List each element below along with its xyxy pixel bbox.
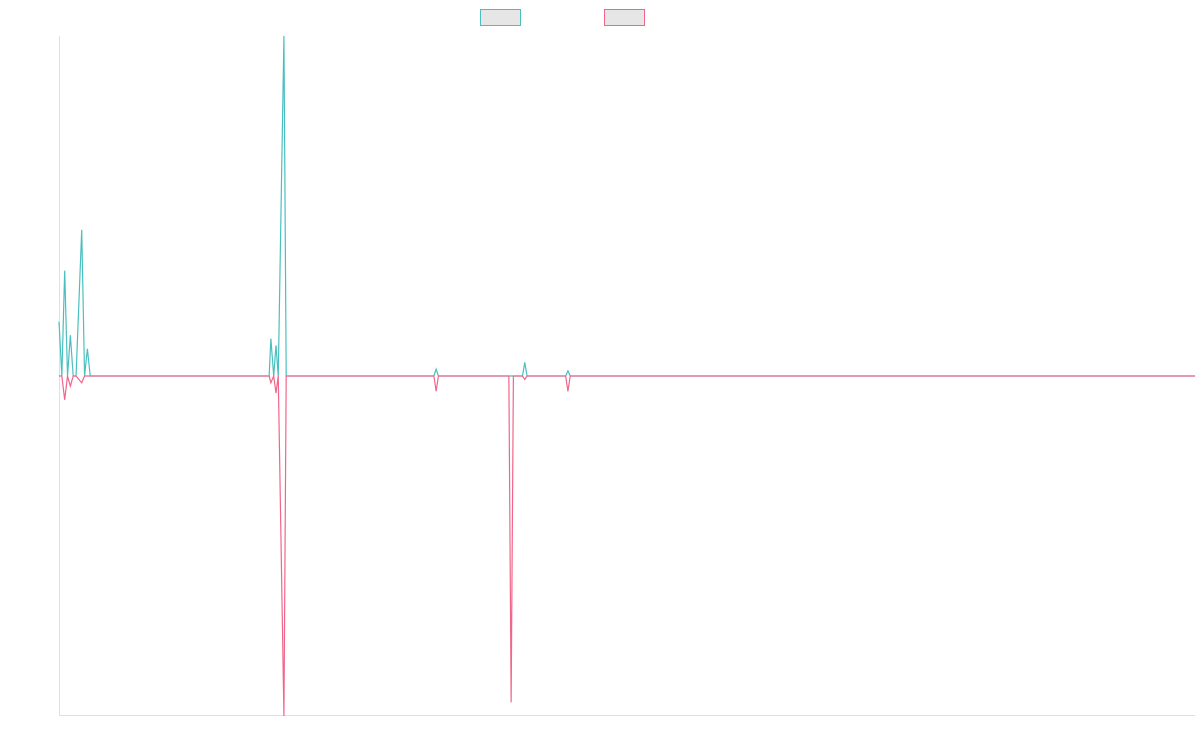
series-line [58,35,1195,377]
legend-swatch [604,9,645,26]
legend-swatch [480,9,521,26]
series-line [59,373,1195,717]
